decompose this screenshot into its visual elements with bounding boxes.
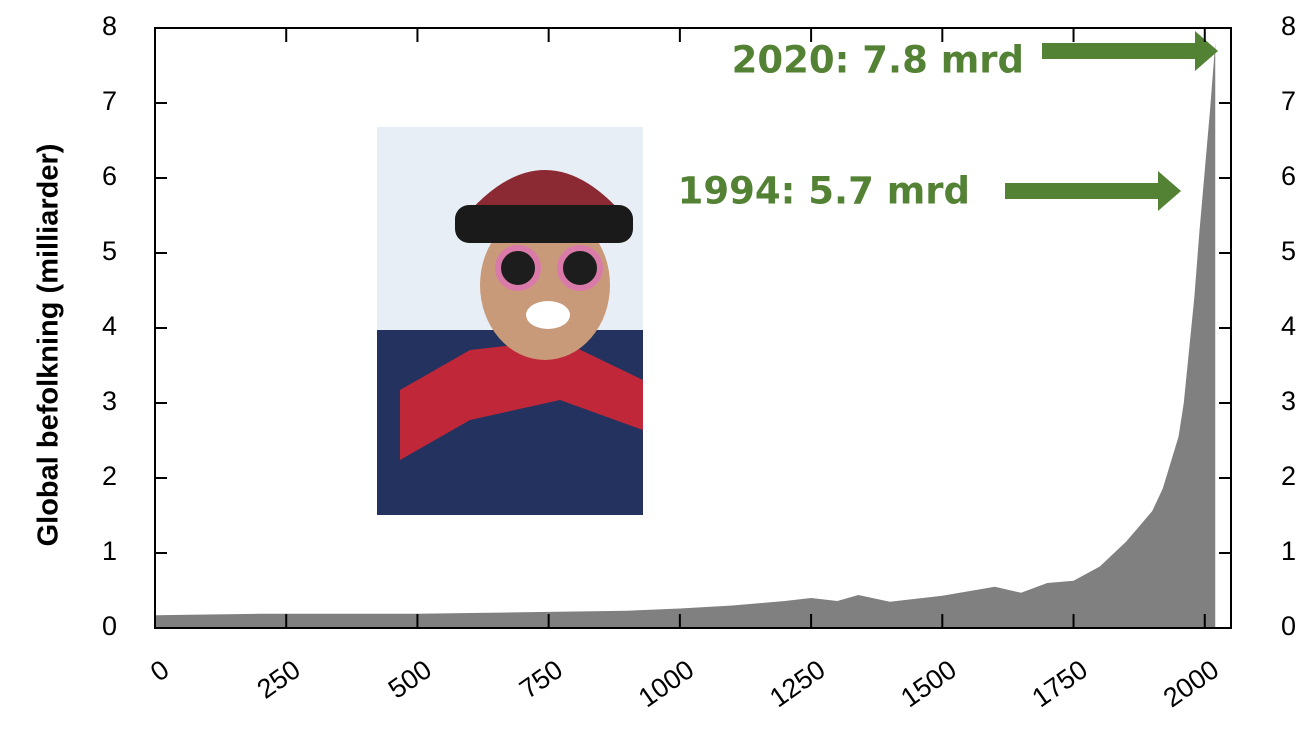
x-tick-label: 1750 [1027,654,1093,713]
y-tick-label: 0 [102,611,117,641]
arrow [1005,171,1181,211]
x-tick-label: 1500 [895,654,961,713]
arrows [1005,31,1218,211]
y-tick-label-right: 7 [1281,86,1296,116]
y-tick-label: 5 [102,236,117,266]
area [155,43,1215,628]
x-tick-label: 250 [252,654,306,704]
plot-frame [155,28,1231,628]
y-tick-label: 6 [102,161,117,191]
smile [526,301,570,329]
glasses-right [560,248,600,288]
x-tick-label: 500 [383,654,437,704]
y-tick-label-right: 6 [1281,161,1296,191]
photo [377,127,643,515]
y-tick-label-right: 8 [1281,11,1296,41]
arrow [1042,31,1218,71]
annotation: 1994: 5.7 mrd [678,170,970,213]
y-tick-label-right: 3 [1281,386,1296,416]
glasses-left [498,248,538,288]
y-tick-label-right: 4 [1281,311,1296,341]
x-tick-label: 0 [145,654,175,687]
y-tick-label-right: 1 [1281,536,1296,566]
x-tick-label: 1000 [633,654,699,713]
x-tick-label: 750 [514,654,568,704]
y-tick-label: 4 [102,311,117,341]
y-tick-label-right: 0 [1281,611,1296,641]
chart: Global befolkning (milliarder) 001122334… [0,0,1306,725]
y-tick-label: 7 [102,86,117,116]
x-tick-label: 2000 [1158,654,1224,713]
x-tick-label: 1250 [764,654,830,713]
annotation: 2020: 7.8 mrd [732,39,1024,82]
y-tick-label: 1 [102,536,117,566]
helmet-visor [455,205,633,243]
y-tick-label: 2 [102,461,117,491]
y-axis-label: Global befolkning (milliarder) [33,144,65,547]
y-tick-label: 8 [102,11,117,41]
y-tick-label-right: 5 [1281,236,1296,266]
y-tick-label-right: 2 [1281,461,1296,491]
y-tick-label: 3 [102,386,117,416]
